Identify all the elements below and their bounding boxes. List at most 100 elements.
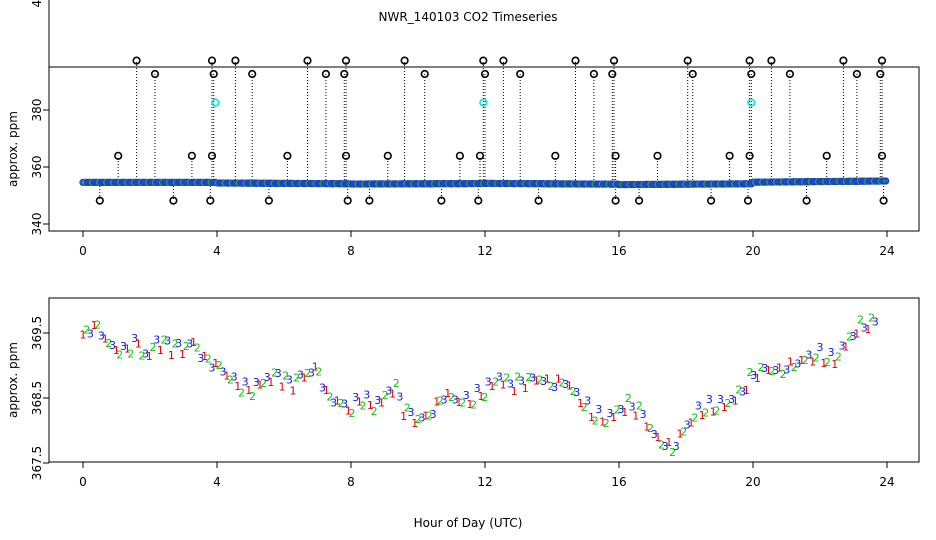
series-1-point: 1	[400, 410, 407, 423]
series-2-point: 2	[658, 439, 665, 452]
outlier-point	[516, 69, 525, 79]
panel-top-y-label: approx. ppm	[6, 111, 20, 187]
series-1-point: 1	[665, 436, 672, 449]
outlier-point	[231, 56, 240, 65]
outlier-point	[400, 56, 409, 65]
series-2-point: 2	[669, 446, 676, 459]
cyan-point	[479, 98, 488, 107]
panel-top-connectors	[99, 60, 885, 201]
y-tick-label: 368.5	[30, 381, 44, 415]
series-2-point: 2	[835, 351, 842, 364]
outlier-point	[209, 69, 218, 79]
series-3-point: 3	[839, 339, 846, 352]
outlier-point	[611, 196, 620, 205]
series-1-point: 1	[677, 428, 684, 441]
series-3-point: 3	[142, 348, 149, 361]
series-3-point: 3	[286, 374, 293, 387]
series-2-point: 2	[614, 404, 621, 417]
outlier-point	[340, 69, 349, 79]
series-1-point: 1	[212, 357, 219, 370]
series-3-point: 3	[861, 322, 868, 335]
series-1-point: 1	[345, 405, 352, 418]
series-1-point: 1	[743, 384, 750, 397]
y-tick-label: 420	[30, 0, 44, 7]
series-2-point: 2	[105, 337, 112, 350]
series-2-point: 2	[404, 402, 411, 415]
outlier-point	[877, 151, 887, 160]
series-2-point: 2	[315, 366, 322, 379]
series-3-point: 3	[374, 394, 381, 407]
outlier-point	[95, 196, 104, 205]
series-2-point: 2	[415, 413, 422, 426]
series-2-point: 2	[481, 391, 488, 404]
series-3-point: 3	[607, 407, 614, 420]
x-tick-label: 0	[79, 475, 87, 489]
series-1-point: 1	[831, 358, 838, 371]
panel-bottom-x-axis: 0 4 8 12 16 20 24	[79, 461, 895, 489]
series-2-point: 2	[260, 377, 267, 390]
series-3-point: 3	[363, 389, 370, 402]
series-3-point: 3	[651, 428, 658, 441]
series-3-point: 3	[120, 340, 127, 353]
series-1-point: 1	[179, 348, 186, 361]
series-2-point: 2	[183, 340, 190, 353]
series-3-point: 3	[684, 419, 691, 432]
series-2-point: 2	[459, 396, 466, 409]
series-3-point: 3	[408, 406, 415, 419]
series-2-point: 2	[824, 356, 831, 369]
outlier-point	[634, 196, 644, 205]
outlier-point	[879, 196, 888, 205]
series-2-point: 2	[625, 392, 632, 405]
series-1-point: 1	[588, 411, 595, 424]
y-tick-label: 340	[30, 213, 44, 236]
outlier-point	[551, 151, 560, 160]
series-1-point: 1	[621, 406, 628, 419]
series-3-point: 3	[341, 397, 348, 410]
series-1-point: 1	[820, 357, 827, 370]
series-2-point: 2	[548, 380, 555, 393]
x-tick-label: 16	[611, 244, 626, 258]
series-3-point: 3	[297, 369, 304, 382]
series-3-point: 3	[783, 364, 790, 377]
series-3-point: 3	[817, 341, 824, 354]
series-3-point: 3	[872, 315, 879, 328]
series-2-point: 2	[492, 376, 499, 389]
series-1-point: 1	[688, 416, 695, 429]
series-1-point: 1	[699, 409, 706, 422]
outlier-point	[187, 151, 196, 160]
outlier-point	[609, 56, 619, 65]
series-2-point: 2	[758, 361, 765, 374]
series-2-point: 2	[116, 349, 123, 362]
series-2-point: 2	[559, 377, 566, 390]
series-2-point: 2	[227, 374, 234, 387]
series-2-point: 2	[249, 390, 256, 403]
series-3-point: 3	[452, 394, 459, 407]
series-1-point: 1	[290, 385, 297, 398]
outlier-point	[876, 69, 885, 79]
series-1-point: 1	[544, 373, 551, 386]
outlier-point	[706, 196, 716, 205]
series-2-point: 2	[791, 361, 798, 374]
outlier-point	[343, 196, 352, 205]
series-1-point: 1	[367, 399, 374, 412]
series-1-point: 1	[787, 355, 794, 368]
series-3-point: 3	[850, 330, 857, 343]
series-1-point: 1	[113, 344, 120, 357]
series-2-point: 2	[470, 398, 477, 411]
series-1-point: 1	[301, 371, 308, 384]
series-1-point: 1	[201, 350, 208, 363]
series-3-point: 3	[794, 358, 801, 371]
y-tick-label: 380	[30, 99, 44, 122]
outlier-point	[207, 151, 217, 160]
outlier-point	[877, 56, 887, 65]
series-1-point: 1	[312, 361, 319, 374]
series-3-point: 3	[242, 375, 249, 388]
series-2-point: 2	[724, 397, 731, 410]
series-2-point: 2	[525, 371, 532, 384]
series-3-point: 3	[695, 400, 702, 413]
series-3-point: 3	[264, 371, 271, 384]
x-tick-label: 12	[477, 475, 492, 489]
series-1-point: 1	[334, 394, 341, 407]
series-3-point: 3	[562, 378, 569, 391]
series-3-point: 3	[828, 346, 835, 359]
